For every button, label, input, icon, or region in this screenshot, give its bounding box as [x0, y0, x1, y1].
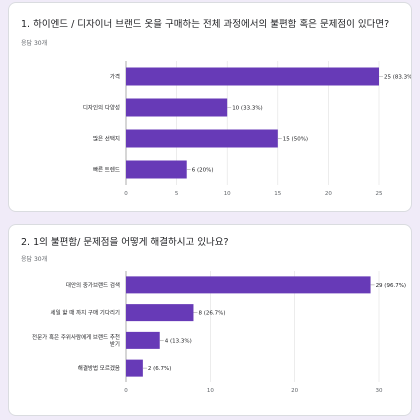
x-tick-label: 15 [274, 191, 281, 197]
category-label: 많은 선택지 [93, 135, 120, 143]
x-tick-label: 0 [124, 191, 128, 197]
bar [126, 67, 379, 86]
question-title: 1. 하이엔드 / 디자이너 브랜드 옷을 구매하는 전체 과정에서의 불편함 … [21, 19, 390, 30]
response-count: 응답 30개 [21, 256, 48, 263]
question-card-2: 2. 1의 불편함/ 문제점을 어떻게 해결하시고 있나요? 응답 30개 0 1… [8, 224, 412, 416]
category-label: 빠른 트렌드 [93, 166, 120, 174]
question-title: 2. 1의 불편함/ 문제점을 어떻게 해결하시고 있나요? [21, 237, 229, 248]
category-label: 디자인의 다양성 [83, 104, 120, 112]
category-label: 해결방법 모르겠음 [78, 364, 120, 372]
bar-chart: 0 10 20 30 대안의 중가브랜드 검색 29 (96.7%) 세일 할 때 까지 구… [32, 271, 407, 394]
category-label: 전문가 혹은 주위사람에게 브랜드 추천 받기 [32, 333, 120, 348]
value-label: 29 (96.7%) [376, 283, 407, 289]
bar [126, 304, 194, 322]
bar [126, 331, 160, 349]
bar [126, 359, 143, 377]
bar [126, 98, 228, 117]
question-card-1: 1. 하이엔드 / 디자이너 브랜드 옷을 구매하는 전체 과정에서의 불편함 … [8, 2, 412, 212]
value-label: 6 (20%) [192, 168, 214, 174]
response-count: 응답 30개 [21, 40, 48, 47]
x-tick-label: 25 [376, 191, 383, 197]
value-label: 2 (6.7%) [148, 366, 172, 372]
category-label: 대안의 중가브랜드 검색 [66, 281, 120, 289]
x-tick-label: 5 [175, 191, 179, 197]
x-tick-label: 10 [207, 388, 214, 394]
value-label: 10 (33.3%) [232, 106, 263, 112]
x-tick-label: 20 [325, 191, 332, 197]
bar [126, 276, 371, 294]
bar-chart: 0 5 10 15 20 25 가격 25 (83.3%) 디자인의 다양성 10 (33.3%)… [83, 61, 412, 197]
category-label: 가격 [110, 73, 120, 81]
category-label: 세일 할 때 까지 구매 기다리기 [51, 309, 120, 317]
x-tick-label: 20 [291, 388, 298, 394]
bar [126, 129, 278, 148]
bar [126, 160, 187, 179]
value-label: 15 (50%) [283, 137, 308, 143]
value-label: 25 (83.3%) [384, 75, 412, 81]
x-tick-label: 10 [224, 191, 231, 197]
x-tick-label: 0 [124, 388, 128, 394]
x-tick-label: 30 [376, 388, 383, 394]
value-label: 4 (13.3%) [165, 338, 192, 344]
value-label: 8 (26.7%) [198, 311, 225, 317]
